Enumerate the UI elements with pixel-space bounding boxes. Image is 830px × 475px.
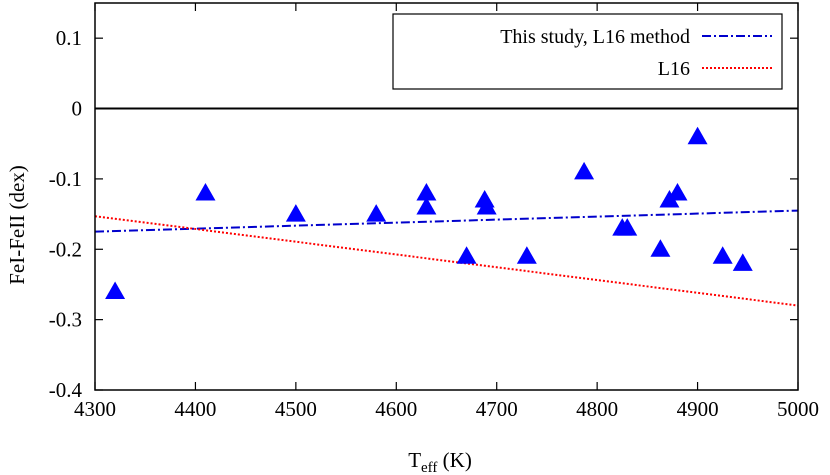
x-tick-label: 5000 bbox=[777, 397, 819, 421]
x-tick-label: 4600 bbox=[375, 397, 417, 421]
data-point bbox=[105, 281, 126, 299]
y-tick-label: -0.1 bbox=[49, 167, 82, 191]
legend-box bbox=[392, 13, 783, 90]
y-axis-label: FeI-FeII (dex) bbox=[5, 165, 29, 285]
x-axis-label-sub: eff bbox=[421, 460, 437, 475]
x-tick-label: 4700 bbox=[476, 397, 518, 421]
data-point bbox=[516, 246, 537, 264]
data-point bbox=[195, 182, 216, 201]
fit-line-series-2 bbox=[94, 215, 799, 307]
tick-labels: 4300 4400 4500 4600 4700 4800 4900 5000 0.1 0 -0.1… bbox=[49, 26, 819, 421]
data-points bbox=[105, 126, 753, 299]
legend: This study, L16 method L16 bbox=[392, 13, 783, 90]
data-point bbox=[456, 246, 477, 264]
data-point bbox=[416, 182, 437, 201]
x-tick-label: 4500 bbox=[275, 397, 317, 421]
data-point bbox=[732, 253, 753, 271]
axis-ticks bbox=[94, 3, 799, 391]
fit-lines bbox=[94, 209, 799, 307]
x-tick-label: 4800 bbox=[576, 397, 618, 421]
data-point bbox=[366, 204, 387, 222]
y-tick-label: 0 bbox=[72, 97, 83, 121]
data-point bbox=[617, 218, 638, 236]
y-tick-label: -0.2 bbox=[49, 237, 82, 261]
data-point bbox=[574, 161, 595, 180]
x-tick-label: 4400 bbox=[174, 397, 216, 421]
data-point bbox=[667, 182, 688, 201]
data-point bbox=[712, 246, 733, 264]
fit-line-series-1 bbox=[94, 209, 799, 233]
x-axis-label-main: T bbox=[408, 448, 421, 472]
legend-label-series-2: L16 bbox=[658, 58, 690, 80]
x-tick-label: 4900 bbox=[677, 397, 719, 421]
data-point bbox=[285, 204, 306, 222]
y-tick-label: 0.1 bbox=[56, 26, 82, 50]
y-tick-label: -0.4 bbox=[49, 378, 83, 402]
x-tick-label: 4300 bbox=[74, 397, 116, 421]
legend-label-series-1: This study, L16 method bbox=[500, 26, 690, 48]
x-axis-label-unit: (K) bbox=[437, 448, 471, 472]
data-point bbox=[650, 239, 671, 257]
y-tick-label: -0.3 bbox=[49, 308, 82, 332]
x-axis-label: Teff (K) bbox=[408, 448, 472, 475]
plot-frame bbox=[94, 2, 799, 391]
data-point bbox=[687, 126, 708, 145]
data-point bbox=[416, 197, 437, 215]
data-point bbox=[476, 197, 497, 215]
